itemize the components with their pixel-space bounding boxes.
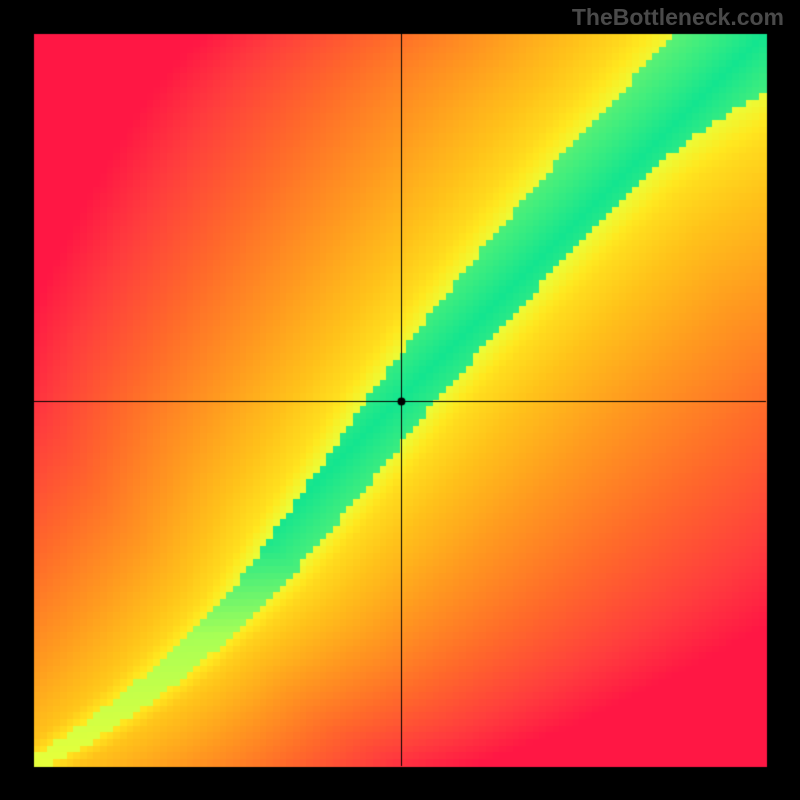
bottleneck-heatmap [0,0,800,800]
chart-container: { "watermark": { "text": "TheBottleneck.… [0,0,800,800]
watermark-text: TheBottleneck.com [572,4,784,31]
